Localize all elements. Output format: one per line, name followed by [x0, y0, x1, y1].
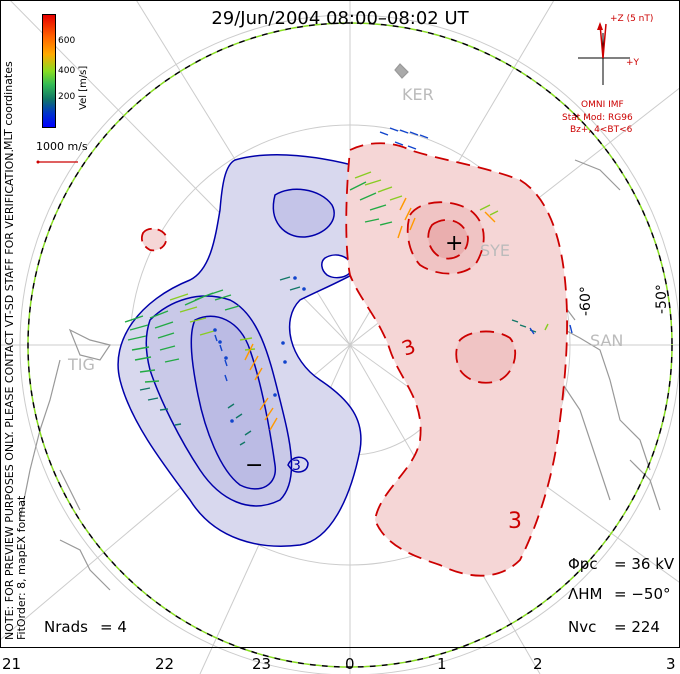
station-tig: TIG: [67, 355, 95, 374]
velocity-vectors: [124, 127, 573, 446]
mlt-tick-label: 3: [666, 655, 676, 673]
phi-pc-value: = 36 kV: [614, 555, 675, 573]
station-san: SAN: [590, 331, 623, 350]
legend-tick: 600: [58, 36, 76, 46]
fit-order-note: FitOrder: 8, mapEX format: [15, 495, 28, 640]
imf-z-label: +Z (5 nT): [610, 14, 654, 24]
velocity-scale-label: 1000 m/s: [36, 140, 88, 153]
n-vc-label: Nvc: [568, 618, 597, 636]
n-rads-label: Nrads: [44, 618, 88, 636]
imf-dial-icon: [578, 22, 630, 85]
mlt-tick-label: 23: [252, 655, 272, 673]
n-rads-value: = 4: [100, 618, 127, 636]
map-title: 29/Jun/2004 08:00–08:02 UT: [211, 8, 469, 29]
contour-label: 3: [508, 509, 522, 534]
imf-y-label: +Y: [626, 58, 640, 68]
model-line1: Stat Mod: RG96: [562, 113, 633, 123]
negative-potential-cell: [117, 154, 395, 547]
mlt-tick-label: 0: [345, 655, 355, 673]
contour-label: 3: [292, 458, 301, 474]
coordinate-system-label: MLT coordinates: [2, 61, 15, 150]
lat-label-60: -60°: [578, 286, 594, 316]
model-line2: Bz+, 4<BT<6: [570, 125, 633, 135]
legend-tick: 400: [58, 66, 76, 76]
mlt-tick-label: 21: [2, 655, 22, 673]
mlt-tick-label: 22: [155, 655, 175, 673]
legend-tick: 200: [58, 92, 76, 102]
lambda-hm-label: ΛHM: [568, 585, 603, 603]
potential-max-symbol: +: [445, 231, 463, 256]
imf-source: OMNI IMF: [581, 100, 624, 110]
n-vc-value: = 224: [614, 618, 660, 636]
lat-label-50: -50°: [654, 284, 670, 314]
positive-potential-cell: [140, 142, 568, 577]
phi-pc-label: Φpc: [568, 555, 598, 573]
velocity-color-bar: [42, 14, 56, 128]
station-sye: SYE: [480, 241, 510, 260]
lambda-hm-value: = −50°: [614, 585, 671, 603]
mlt-tick-label: 1: [437, 655, 447, 673]
mlt-tick-label: 2: [533, 655, 543, 673]
station-ker: KER: [402, 85, 434, 104]
potential-min-symbol: −: [245, 453, 263, 478]
legend-label: Vel [m/s]: [78, 65, 89, 110]
